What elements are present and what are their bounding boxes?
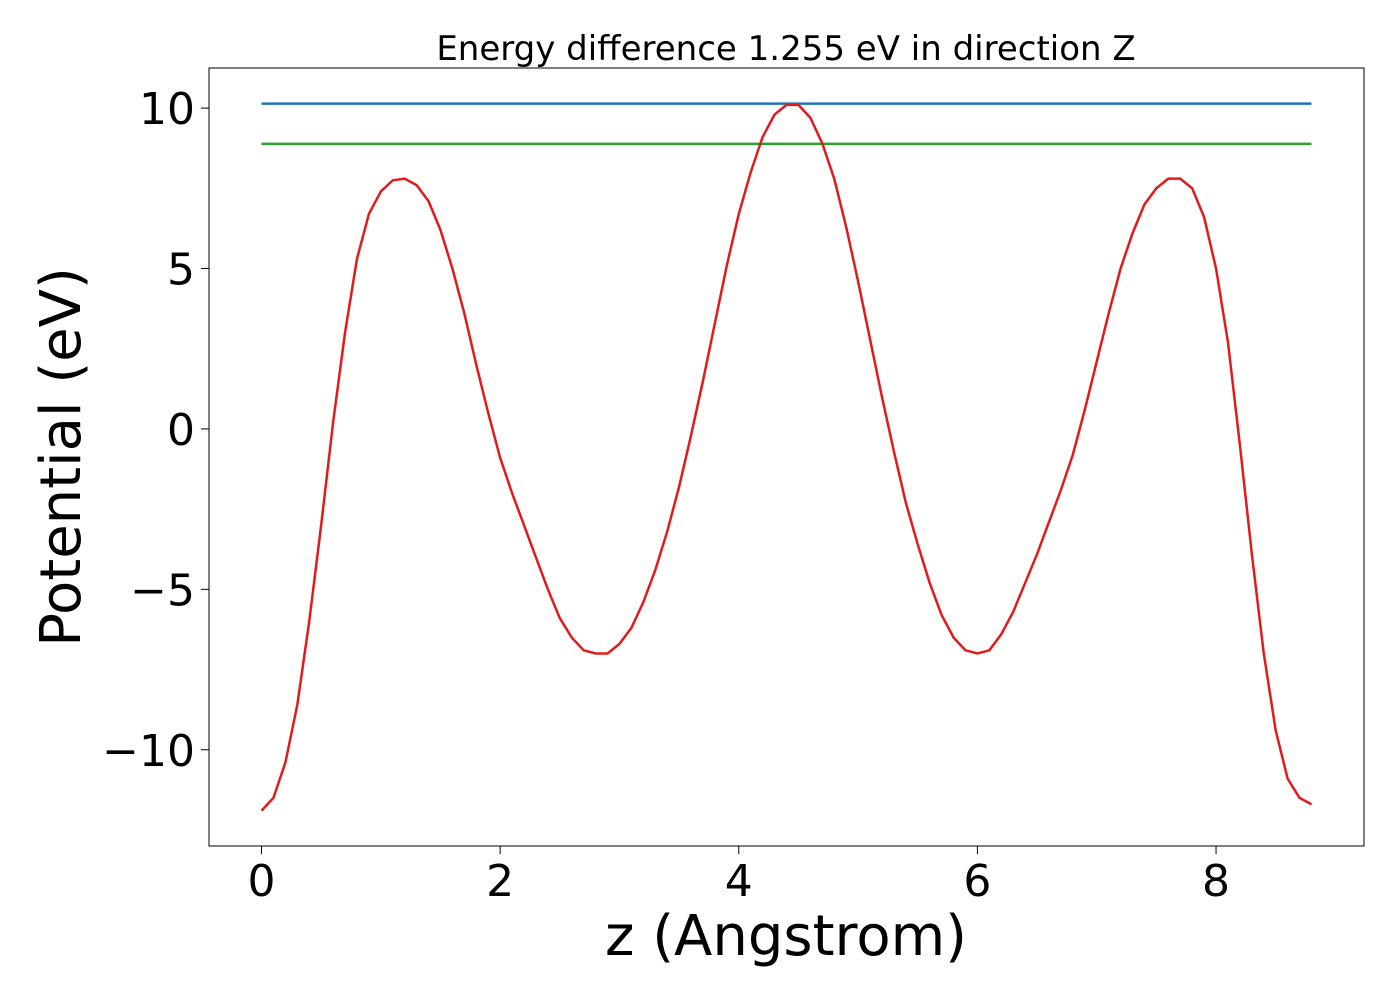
y-tick-label: −10 <box>102 726 195 777</box>
y-tick-label: 0 <box>167 405 195 456</box>
x-tick-label: 4 <box>725 856 753 907</box>
y-tick-label: 10 <box>139 84 195 135</box>
x-tick-label: 6 <box>963 856 991 907</box>
chart-title: Energy difference 1.255 eV in direction … <box>436 29 1135 69</box>
x-tick-label: 0 <box>248 856 276 907</box>
line-series <box>260 103 1313 812</box>
y-tick-label: −5 <box>130 565 195 616</box>
x-axis-label: z (Angstrom) <box>605 904 967 969</box>
y-axis-label: Potential (eV) <box>29 267 94 647</box>
x-tick-label: 8 <box>1202 856 1230 907</box>
y-tick-label: 5 <box>167 245 195 296</box>
plot-frame <box>208 67 1365 847</box>
x-tick-label: 2 <box>486 856 514 907</box>
